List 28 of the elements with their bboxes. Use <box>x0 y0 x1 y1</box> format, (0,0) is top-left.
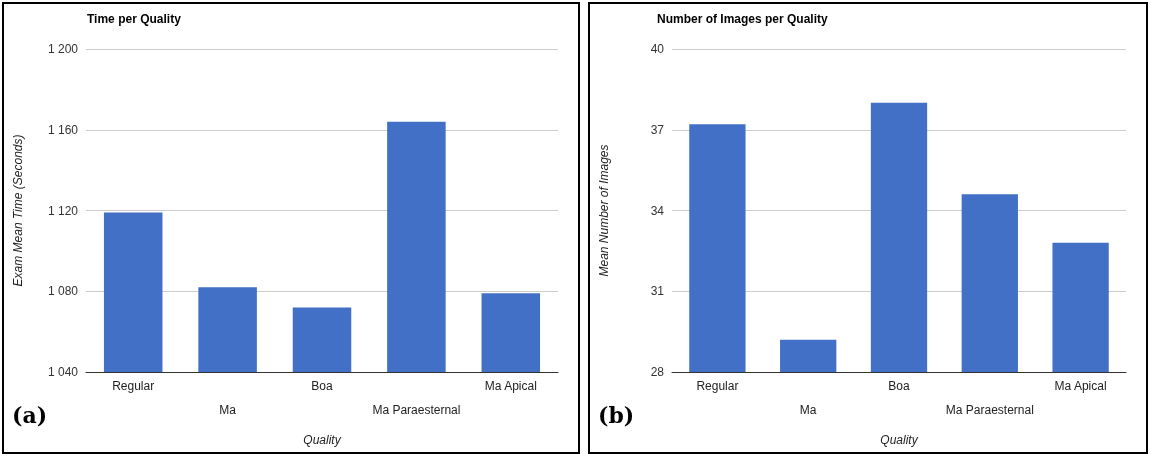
x-tick-label: Boa <box>311 379 333 393</box>
y-tick-label: 28 <box>650 365 665 379</box>
x-tick-label: Ma Paraesternal <box>945 403 1034 417</box>
y-tick-label: 1 160 <box>47 122 79 137</box>
x-tick-label: Regular <box>112 379 155 393</box>
x-tick-label: Ma <box>219 403 237 417</box>
y-tick-label: 1 200 <box>47 42 79 56</box>
y-tick-label: 1 120 <box>47 203 79 218</box>
y-tick-label: 1 080 <box>47 284 79 299</box>
text: (a) <box>12 402 48 428</box>
x-tick-label: Ma <box>799 403 817 417</box>
chart-title: Number of Images per Quality <box>657 12 829 26</box>
x-tick-label: Ma Paraesternal <box>372 403 461 417</box>
x-tick-label: Regular <box>696 379 739 393</box>
x-tick-label: Ma Apical <box>484 379 537 393</box>
y-tick-label: 37 <box>650 122 665 137</box>
y-tick-label: 1 040 <box>47 365 79 379</box>
x-tick-label: Ma Apical <box>1054 379 1107 393</box>
y-tick-label: 40 <box>650 42 665 56</box>
y-tick-label: 31 <box>650 284 665 299</box>
y-axis-title: Exam Mean Time (Seconds) <box>11 134 25 287</box>
chart-title: Time per Quality <box>87 12 182 26</box>
y-tick-label: 34 <box>650 203 665 218</box>
x-tick-label: Boa <box>888 379 910 393</box>
x-axis-title: Quality <box>880 433 919 447</box>
y-axis-title: Mean Number of Images <box>597 144 611 277</box>
text: (b) <box>598 402 635 428</box>
x-axis-title: Quality <box>303 433 342 447</box>
